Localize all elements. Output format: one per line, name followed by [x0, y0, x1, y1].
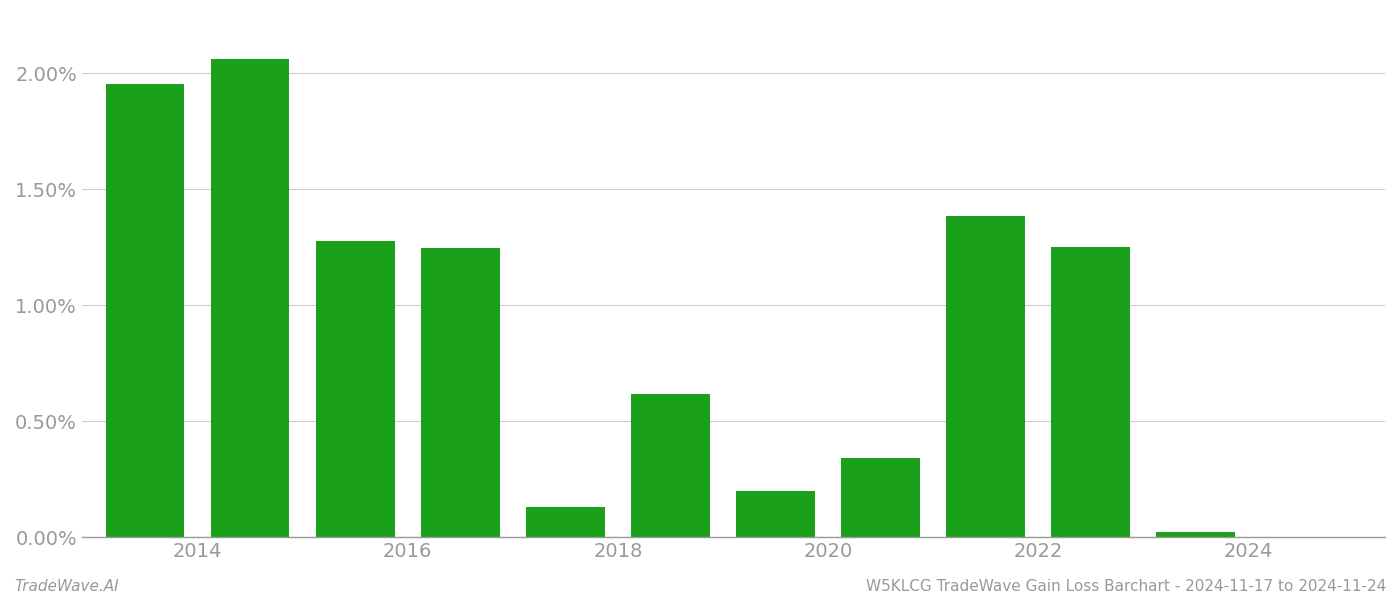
- Text: W5KLCG TradeWave Gain Loss Barchart - 2024-11-17 to 2024-11-24: W5KLCG TradeWave Gain Loss Barchart - 20…: [865, 579, 1386, 594]
- Bar: [841, 458, 920, 537]
- Bar: [421, 248, 500, 537]
- Bar: [105, 84, 185, 537]
- Bar: [210, 59, 290, 537]
- Text: TradeWave.AI: TradeWave.AI: [14, 579, 119, 594]
- Bar: [526, 506, 605, 537]
- Bar: [946, 216, 1025, 537]
- Bar: [1156, 532, 1235, 537]
- Bar: [315, 241, 395, 537]
- Bar: [631, 394, 710, 537]
- Bar: [736, 491, 815, 537]
- Bar: [1051, 247, 1130, 537]
